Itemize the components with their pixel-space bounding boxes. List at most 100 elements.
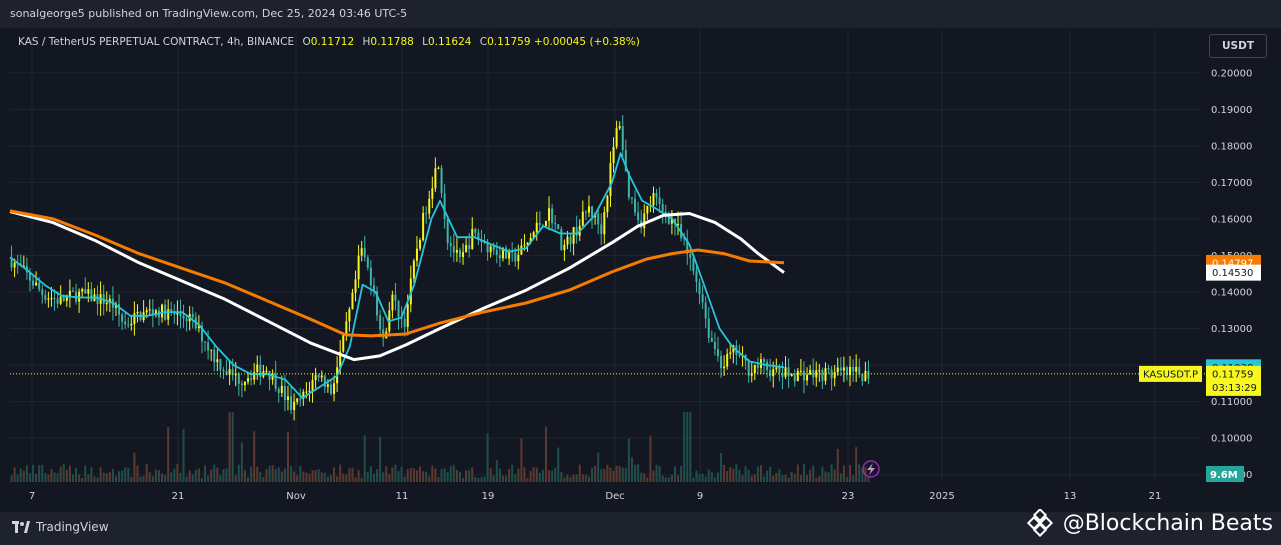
volume-bar	[124, 467, 127, 482]
volume-bar	[75, 467, 78, 482]
candle-body	[351, 292, 354, 310]
tradingview-logo[interactable]: TradingView	[12, 519, 109, 535]
volume-bar	[769, 466, 772, 482]
candle-body	[747, 360, 750, 376]
candle-body	[658, 197, 661, 204]
volume-bar	[763, 476, 766, 482]
volume-bar	[93, 476, 96, 482]
candle-body	[84, 289, 87, 294]
volume-bar	[560, 471, 563, 482]
volume-bar	[204, 465, 207, 482]
candle-body	[624, 149, 627, 172]
volume-bar	[22, 470, 25, 482]
candle-body	[517, 254, 520, 262]
volume-bar	[806, 475, 809, 482]
price-tick-label: 0.10000	[1211, 434, 1252, 445]
volume-bar	[594, 465, 597, 482]
volume-bar	[716, 472, 719, 482]
candle-body	[677, 223, 680, 225]
candle-body	[713, 341, 716, 350]
volume-bar	[775, 473, 778, 482]
candle-body	[10, 257, 13, 268]
volume-bar	[498, 468, 501, 482]
candle-body	[372, 285, 375, 292]
current-price-tag-box	[1206, 365, 1261, 396]
candle-body	[849, 366, 852, 376]
candle-body	[22, 265, 25, 267]
candle-body	[698, 281, 701, 294]
volume-bar	[575, 474, 578, 482]
low-label: L	[422, 36, 429, 48]
candle-body	[824, 368, 827, 381]
volume-bar	[673, 466, 676, 482]
volume-bar	[566, 475, 569, 482]
volume-bar	[44, 472, 47, 482]
volume-bar	[25, 465, 28, 482]
candle-body	[790, 373, 793, 377]
currency-button[interactable]: USDT	[1209, 34, 1267, 58]
candle-body	[581, 211, 584, 226]
time-tick-label: Dec	[605, 491, 624, 502]
candle-body	[71, 290, 74, 292]
candle-body	[772, 369, 775, 377]
candle-body	[858, 366, 861, 375]
tradingview-logo-icon	[12, 521, 30, 533]
volume-bar	[842, 465, 845, 482]
candle-body	[452, 245, 455, 253]
chart-legend: KAS / TetherUS PERPETUAL CONTRACT, 4h, B…	[18, 36, 640, 48]
candle-body	[756, 364, 759, 368]
volume-bar	[551, 470, 554, 482]
volume-bar	[136, 465, 139, 482]
volume-bar	[830, 464, 833, 482]
candle-body	[419, 240, 422, 249]
candle-body	[105, 302, 108, 305]
watermark-text: @Blockchain Beats	[1062, 510, 1273, 536]
candle-body	[532, 232, 535, 238]
volume-bar	[53, 472, 56, 482]
candle-body	[597, 213, 600, 225]
volume-bar	[191, 474, 194, 482]
volume-bar	[600, 469, 603, 482]
volume-bar	[698, 474, 701, 482]
candle-body	[468, 245, 471, 250]
volume-bar	[339, 464, 342, 482]
volume-bar	[428, 476, 431, 482]
volume-bar	[508, 469, 511, 482]
volume-bar	[630, 457, 633, 482]
candle-body	[47, 298, 50, 300]
candle-body	[379, 315, 382, 330]
candle-body	[108, 298, 111, 303]
candle-body	[259, 364, 262, 377]
volume-bar	[197, 468, 200, 482]
candle-body	[818, 370, 821, 372]
candle-body	[274, 373, 277, 389]
watermark: @Blockchain Beats	[1026, 508, 1273, 538]
candle-body	[796, 370, 799, 382]
time-tick-label: 7	[29, 491, 35, 502]
flash-icon	[862, 460, 880, 478]
volume-bar	[333, 467, 336, 482]
candle-body	[357, 255, 360, 280]
volume-bar	[591, 467, 594, 482]
volume-bar	[735, 464, 738, 482]
candle-body	[403, 318, 406, 327]
candle-body	[228, 369, 231, 375]
candle-body	[793, 373, 796, 382]
volume-bar	[397, 471, 400, 482]
candle-body	[827, 368, 830, 370]
volume-bar	[59, 466, 62, 482]
volume-bar	[133, 452, 136, 482]
volume-bar	[861, 468, 864, 482]
volume-bar	[520, 438, 523, 482]
volume-bar	[747, 469, 750, 482]
volume-bar	[548, 470, 551, 482]
candle-body	[78, 291, 81, 302]
volume-bar	[108, 472, 111, 482]
publisher-bar: sonalgeorge5 published on TradingView.co…	[0, 0, 1281, 28]
volume-bar	[584, 474, 587, 482]
symbol-tag-label: KASUSDT.P	[1143, 369, 1198, 380]
volume-bar	[302, 471, 305, 482]
current-price-label: 0.11759	[1212, 369, 1253, 380]
candle-body	[812, 370, 815, 378]
